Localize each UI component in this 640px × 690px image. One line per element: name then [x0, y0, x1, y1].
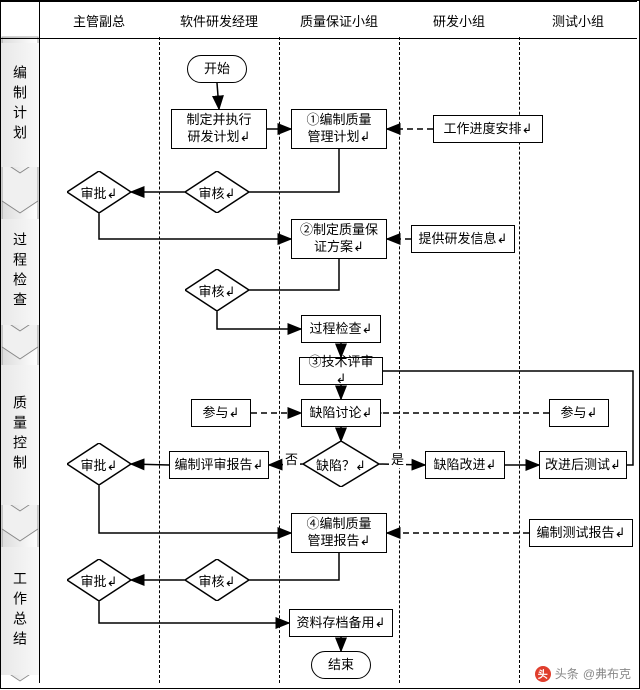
node-text: 审批↲: [81, 455, 118, 474]
phase-label: 质量控制: [1, 365, 39, 505]
diamond-review3: 审核↲: [185, 559, 249, 601]
watermark-brand: @弗布克: [583, 665, 631, 682]
node-join2: 参与↲: [549, 399, 609, 427]
diamond-review2: 审核↲: [185, 269, 249, 311]
lane-separator: [399, 37, 400, 683]
lane-header: 测试小组: [519, 1, 637, 39]
node-text: 审核↲: [199, 571, 236, 590]
node-devinfo: 提供研发信息↲: [411, 225, 515, 253]
node-improve: 缺陷改进↲: [425, 451, 505, 479]
lane-header: 研发小组: [399, 1, 519, 39]
node-qreport: ④编制质量管理报告↲: [291, 513, 387, 553]
lane-separator: [159, 37, 160, 683]
diamond-approve3: 审批↲: [67, 559, 131, 601]
edge-label: 否: [283, 449, 300, 468]
phase-separator: [39, 1, 40, 683]
node-text: 审核↲: [199, 281, 236, 300]
node-end: 结束: [311, 651, 371, 679]
node-report: 编制评审报告↲: [169, 451, 269, 479]
lane-header: 质量保证小组: [279, 1, 399, 39]
watermark-prefix: 头条: [555, 665, 579, 682]
node-test: 改进后测试↲: [539, 451, 627, 479]
diamond-review1: 审核↲: [185, 171, 249, 213]
toutiao-icon: 头: [535, 666, 551, 682]
node-qassure: ②制定质量保证方案↲: [291, 219, 387, 259]
phase-header-cell: [1, 1, 39, 39]
diamond-defect: 缺陷？↲: [303, 441, 379, 487]
phase-label: 工作总结: [1, 547, 39, 675]
node-pchk: 过程检查↲: [301, 315, 381, 343]
node-text: 缺陷？↲: [316, 455, 366, 474]
node-treport: 编制测试报告↲: [529, 519, 633, 547]
diamond-approve2: 审批↲: [67, 443, 131, 485]
watermark: 头 头条 @弗布克: [535, 665, 631, 682]
diamond-approve1: 审批↲: [67, 171, 131, 213]
phase-label: 编制计划: [1, 43, 39, 167]
node-text: 审批↲: [81, 183, 118, 202]
phase-label: 过程检查: [1, 219, 39, 325]
node-join1: 参与↲: [191, 399, 251, 427]
node-archive: 资料存档备用↲: [289, 609, 393, 637]
lane-separator: [279, 37, 280, 683]
node-text: 审批↲: [81, 571, 118, 590]
node-qplan: ①编制质量管理计划↲: [291, 109, 387, 149]
node-text: 审核↲: [199, 183, 236, 202]
node-plan: 制定并执行研发计划↲: [171, 109, 267, 149]
edge-label: 是: [389, 449, 406, 468]
node-start: 开始: [187, 55, 247, 83]
lane-header: 主管副总: [39, 1, 159, 39]
node-defdisc: 缺陷讨论↲: [301, 399, 381, 427]
lane-header: 软件研发经理: [159, 1, 279, 39]
node-techrev: ③技术评审↲: [299, 357, 383, 385]
flowchart-canvas: 头 头条 @弗布克 主管副总软件研发经理质量保证小组研发小组测试小组编制计划过程…: [0, 0, 640, 689]
node-sched: 工作进度安排↲: [433, 115, 543, 143]
